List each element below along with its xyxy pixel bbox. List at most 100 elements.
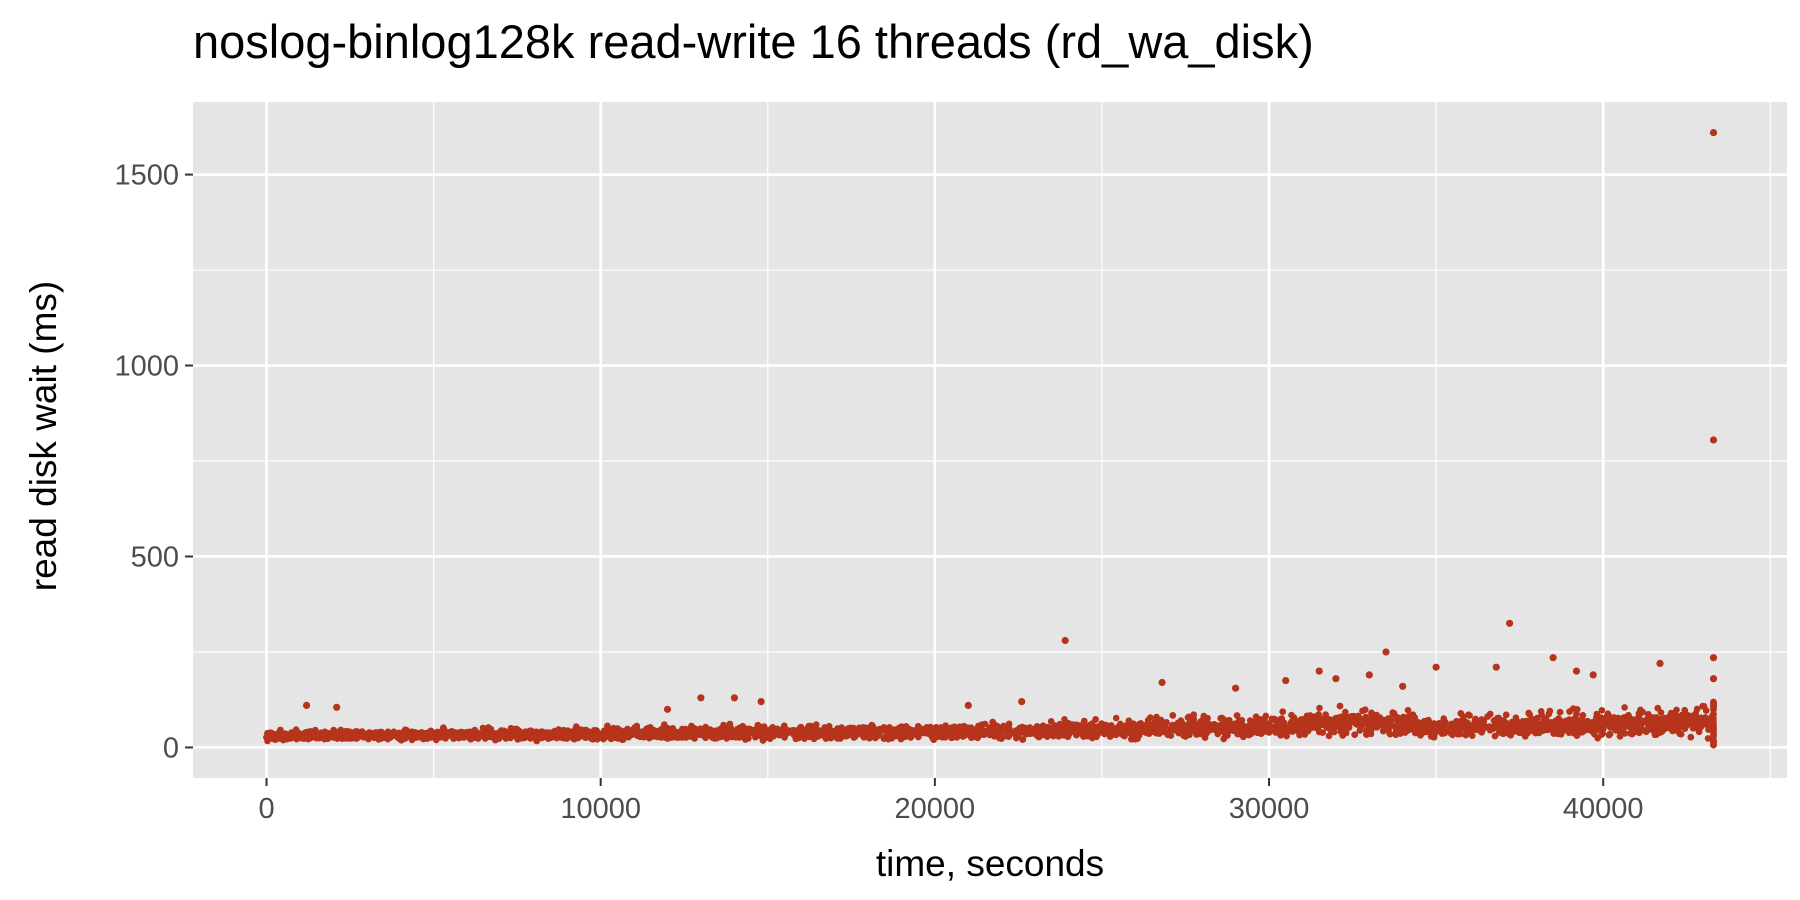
data-point — [1656, 716, 1663, 723]
data-point — [498, 728, 505, 736]
data-point — [1072, 729, 1080, 736]
data-point — [1621, 704, 1628, 711]
data-point — [1405, 719, 1413, 726]
data-point — [781, 734, 788, 741]
data-point — [1681, 707, 1688, 714]
data-point — [1550, 730, 1557, 737]
data-point — [1616, 733, 1624, 740]
data-point — [1137, 729, 1145, 736]
data-point — [1047, 718, 1055, 725]
data-point — [1615, 715, 1622, 723]
data-point — [516, 727, 523, 735]
data-point — [1311, 720, 1319, 727]
data-point — [1566, 708, 1573, 715]
data-point — [355, 733, 362, 740]
data-point — [1430, 734, 1438, 741]
data-point — [552, 730, 559, 737]
data-point — [1693, 705, 1701, 713]
data-point — [842, 731, 849, 738]
data-point — [1479, 726, 1487, 733]
data-point — [1385, 715, 1392, 722]
data-point — [1677, 730, 1685, 738]
data-point — [510, 727, 518, 735]
data-point — [1164, 731, 1172, 739]
data-point — [1240, 733, 1247, 741]
data-point — [1153, 713, 1160, 721]
data-point — [1131, 735, 1139, 743]
data-point — [1101, 730, 1108, 738]
data-point — [1422, 728, 1430, 735]
data-point — [1020, 729, 1028, 736]
data-point — [781, 722, 788, 730]
data-point — [1368, 710, 1376, 718]
data-point — [1621, 719, 1629, 727]
data-point — [343, 728, 351, 735]
data-point — [1223, 721, 1230, 728]
data-point — [1193, 727, 1201, 735]
data-point — [955, 728, 963, 735]
data-point — [988, 729, 995, 737]
data-point — [1458, 724, 1465, 732]
minor-gridlines — [193, 102, 1787, 778]
data-point — [1490, 717, 1498, 724]
data-point — [1485, 723, 1493, 730]
data-point — [1687, 733, 1695, 741]
data-point — [1582, 726, 1590, 734]
data-point — [1649, 714, 1657, 721]
data-point — [1233, 712, 1241, 719]
data-point — [1546, 707, 1554, 715]
data-point — [1339, 732, 1346, 739]
data-point — [623, 727, 630, 734]
data-point — [1472, 722, 1479, 730]
data-point — [1028, 728, 1035, 735]
data-point — [1429, 724, 1436, 731]
data-point — [1137, 720, 1145, 727]
data-point — [907, 734, 915, 741]
data-point — [1666, 724, 1673, 732]
data-point — [1584, 717, 1591, 725]
data-point — [1465, 711, 1472, 719]
data-point — [1019, 736, 1026, 743]
data-point — [721, 731, 729, 739]
data-point — [1309, 714, 1316, 721]
data-point — [1321, 719, 1329, 727]
data-point — [1285, 728, 1292, 735]
data-point — [1386, 730, 1394, 738]
data-point — [1144, 716, 1152, 724]
data-point — [1112, 714, 1120, 722]
data-point — [1392, 727, 1400, 735]
data-point — [1702, 707, 1710, 714]
data-point — [1199, 731, 1206, 738]
data-point — [1100, 722, 1108, 729]
data-point — [1573, 710, 1580, 718]
data-point — [1160, 720, 1167, 728]
data-point — [1598, 707, 1606, 714]
data-point — [614, 725, 621, 732]
data-point — [1351, 731, 1358, 738]
data-point — [1361, 706, 1369, 713]
data-point — [1556, 708, 1564, 716]
data-point — [1637, 706, 1644, 714]
data-point — [402, 735, 409, 742]
data-point — [1606, 730, 1614, 738]
data-point — [1478, 716, 1485, 723]
data-point — [706, 729, 713, 736]
data-point — [1279, 708, 1286, 715]
data-point — [1516, 728, 1524, 735]
data-point — [728, 727, 736, 734]
data-point — [580, 727, 588, 734]
data-point — [1088, 720, 1096, 727]
data-point — [1654, 704, 1662, 712]
data-point — [1328, 716, 1336, 724]
data-point — [593, 733, 600, 740]
data-point — [1598, 731, 1605, 738]
data-point — [1588, 725, 1595, 732]
data-point — [288, 731, 295, 739]
data-point — [1328, 723, 1335, 731]
data-point — [1319, 729, 1326, 736]
data-point — [1555, 715, 1562, 722]
data-point — [726, 720, 734, 728]
data-point — [783, 727, 790, 735]
data-point — [1296, 731, 1303, 739]
